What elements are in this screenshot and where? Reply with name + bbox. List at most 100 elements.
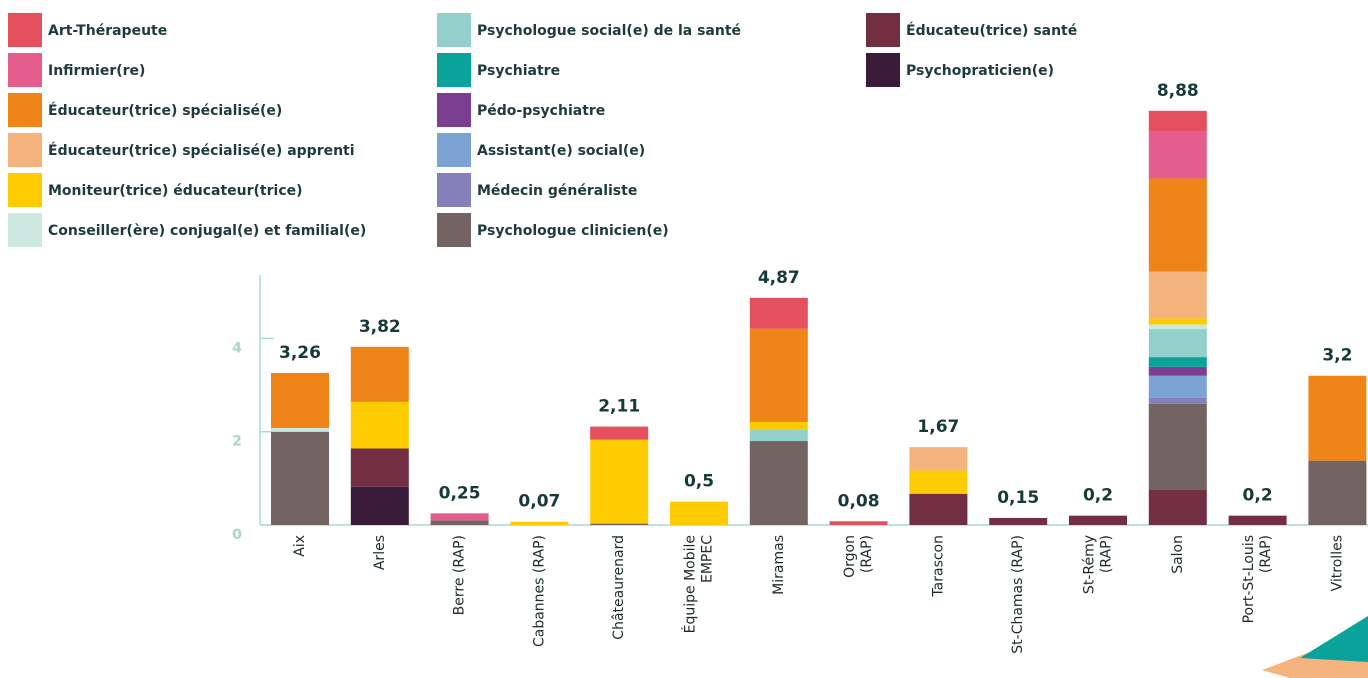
bar-segment (590, 440, 648, 524)
legend-swatch (8, 133, 42, 167)
total-label: 3,82 (359, 317, 401, 337)
legend-label: Psychopraticien(e) (906, 63, 1054, 79)
x-tick-label: Orgon(RAP) (842, 535, 875, 578)
bar-segment (1149, 329, 1207, 357)
legend-label: Moniteur(trice) éducateur(trice) (48, 183, 303, 199)
x-tick-label: St-Chamas (RAP) (1010, 535, 1026, 654)
legend-label: Médecin généraliste (477, 183, 637, 199)
total-label: 0,2 (1243, 486, 1273, 506)
legend-swatch (8, 13, 42, 47)
bar-segment (1149, 367, 1207, 376)
total-label: 0,2 (1083, 486, 1113, 506)
bar-segment (670, 502, 728, 525)
bar-segment (1308, 376, 1366, 461)
bar-segment (1149, 318, 1207, 324)
bar-segment (1308, 461, 1366, 525)
bar-segment (909, 470, 967, 493)
bar-segment (431, 513, 489, 520)
total-label: 8,88 (1157, 81, 1199, 101)
bar-segment (351, 487, 409, 525)
x-tick-label: Berre (RAP) (452, 535, 468, 615)
legend-swatch (437, 13, 471, 47)
bar-segment (1149, 324, 1207, 329)
bar-segment (1149, 404, 1207, 490)
bar-segment (1149, 357, 1207, 367)
legend-label: Art-Thérapeute (48, 23, 167, 39)
legend-swatch (437, 53, 471, 87)
legend-swatch (8, 213, 42, 247)
bar-segment (750, 430, 808, 441)
total-label: 0,15 (997, 488, 1039, 508)
x-tick-label: Tarascon (930, 535, 946, 598)
y-tick-label: 0 (232, 527, 242, 543)
y-tick-label: 2 (232, 434, 242, 450)
bar-segment (1229, 516, 1287, 525)
legend-swatch (437, 133, 471, 167)
total-label: 1,67 (917, 417, 959, 437)
bar-segment (1149, 376, 1207, 398)
bar-segment (1149, 111, 1207, 132)
bar-segment (351, 347, 409, 402)
total-label: 0,5 (684, 472, 714, 492)
bar-segment (351, 449, 409, 487)
bar-segment (1149, 398, 1207, 404)
x-tick-line: St-Rémy (1082, 535, 1098, 594)
total-label: 3,2 (1322, 346, 1352, 366)
legend-swatch (437, 213, 471, 247)
legend-swatch (437, 93, 471, 127)
x-tick-line: (RAP) (859, 535, 875, 573)
legend-label: Conseiller(ère) conjugal(e) et familial(… (48, 223, 366, 239)
bar-segment (909, 494, 967, 525)
total-label: 2,11 (598, 397, 640, 417)
total-label: 3,26 (279, 343, 321, 363)
x-tick-label: Port-St-Louis(RAP) (1241, 535, 1274, 623)
bar-segment (1149, 272, 1207, 319)
legend-label: Infirmier(re) (48, 63, 145, 79)
x-tick-label: Équipe MobileEMPEC (682, 535, 716, 634)
total-label: 0,25 (439, 483, 481, 503)
x-tick-label: Salon (1170, 535, 1186, 574)
legend-swatch (8, 173, 42, 207)
decoration (1300, 616, 1368, 662)
bar-segment (830, 521, 888, 525)
x-tick-line: Équipe Mobile (682, 535, 699, 633)
legend-swatch (8, 53, 42, 87)
legend-swatch (866, 53, 900, 87)
bar-segment (590, 427, 648, 440)
bar-segment (351, 402, 409, 449)
x-tick-label: Cabannes (RAP) (531, 535, 547, 647)
x-tick-label: Aix (292, 535, 308, 557)
legend-label: Psychologue clinicien(e) (477, 223, 669, 239)
x-tick-label: Arles (372, 535, 388, 570)
legend-label: Éducateur(trice) spécialisé(e) (48, 102, 282, 119)
bar-segment (750, 422, 808, 430)
bar-segment (750, 298, 808, 329)
bar-segment (510, 522, 568, 525)
legend-label: Assistant(e) social(e) (477, 143, 645, 159)
x-tick-line: Orgon (842, 535, 858, 578)
bar-segment (750, 441, 808, 525)
legend-swatch (437, 173, 471, 207)
chart: Art-Thérapeute Infirmier(re) Éducateur(tri… (0, 0, 1368, 678)
x-tick-label: St-Rémy(RAP) (1082, 535, 1115, 594)
x-tick-line: (RAP) (1258, 535, 1274, 573)
bar-segment (750, 329, 808, 422)
bar-segment (431, 520, 489, 525)
x-tick-label: Miramas (771, 535, 787, 595)
x-tick-label: Vitrolles (1329, 535, 1345, 591)
x-tick-line: (RAP) (1099, 535, 1115, 573)
bar-segment (1069, 516, 1127, 525)
bar-segment (989, 518, 1047, 525)
legend-label: Éducateur(trice) spécialisé(e) apprenti (48, 142, 355, 159)
legend-label: Éducateu(trice) santé (906, 22, 1077, 39)
total-label: 0,07 (518, 492, 560, 512)
legend-label: Pédo-psychiatre (477, 103, 605, 119)
total-label: 4,87 (758, 268, 800, 288)
bar-segment (1149, 132, 1207, 179)
bar-segment (271, 432, 329, 525)
legend-swatch (866, 13, 900, 47)
bar-segment (271, 428, 329, 432)
y-tick-label: 4 (232, 340, 242, 356)
x-tick-line: Port-St-Louis (1241, 535, 1257, 623)
bar-segment (590, 524, 648, 525)
